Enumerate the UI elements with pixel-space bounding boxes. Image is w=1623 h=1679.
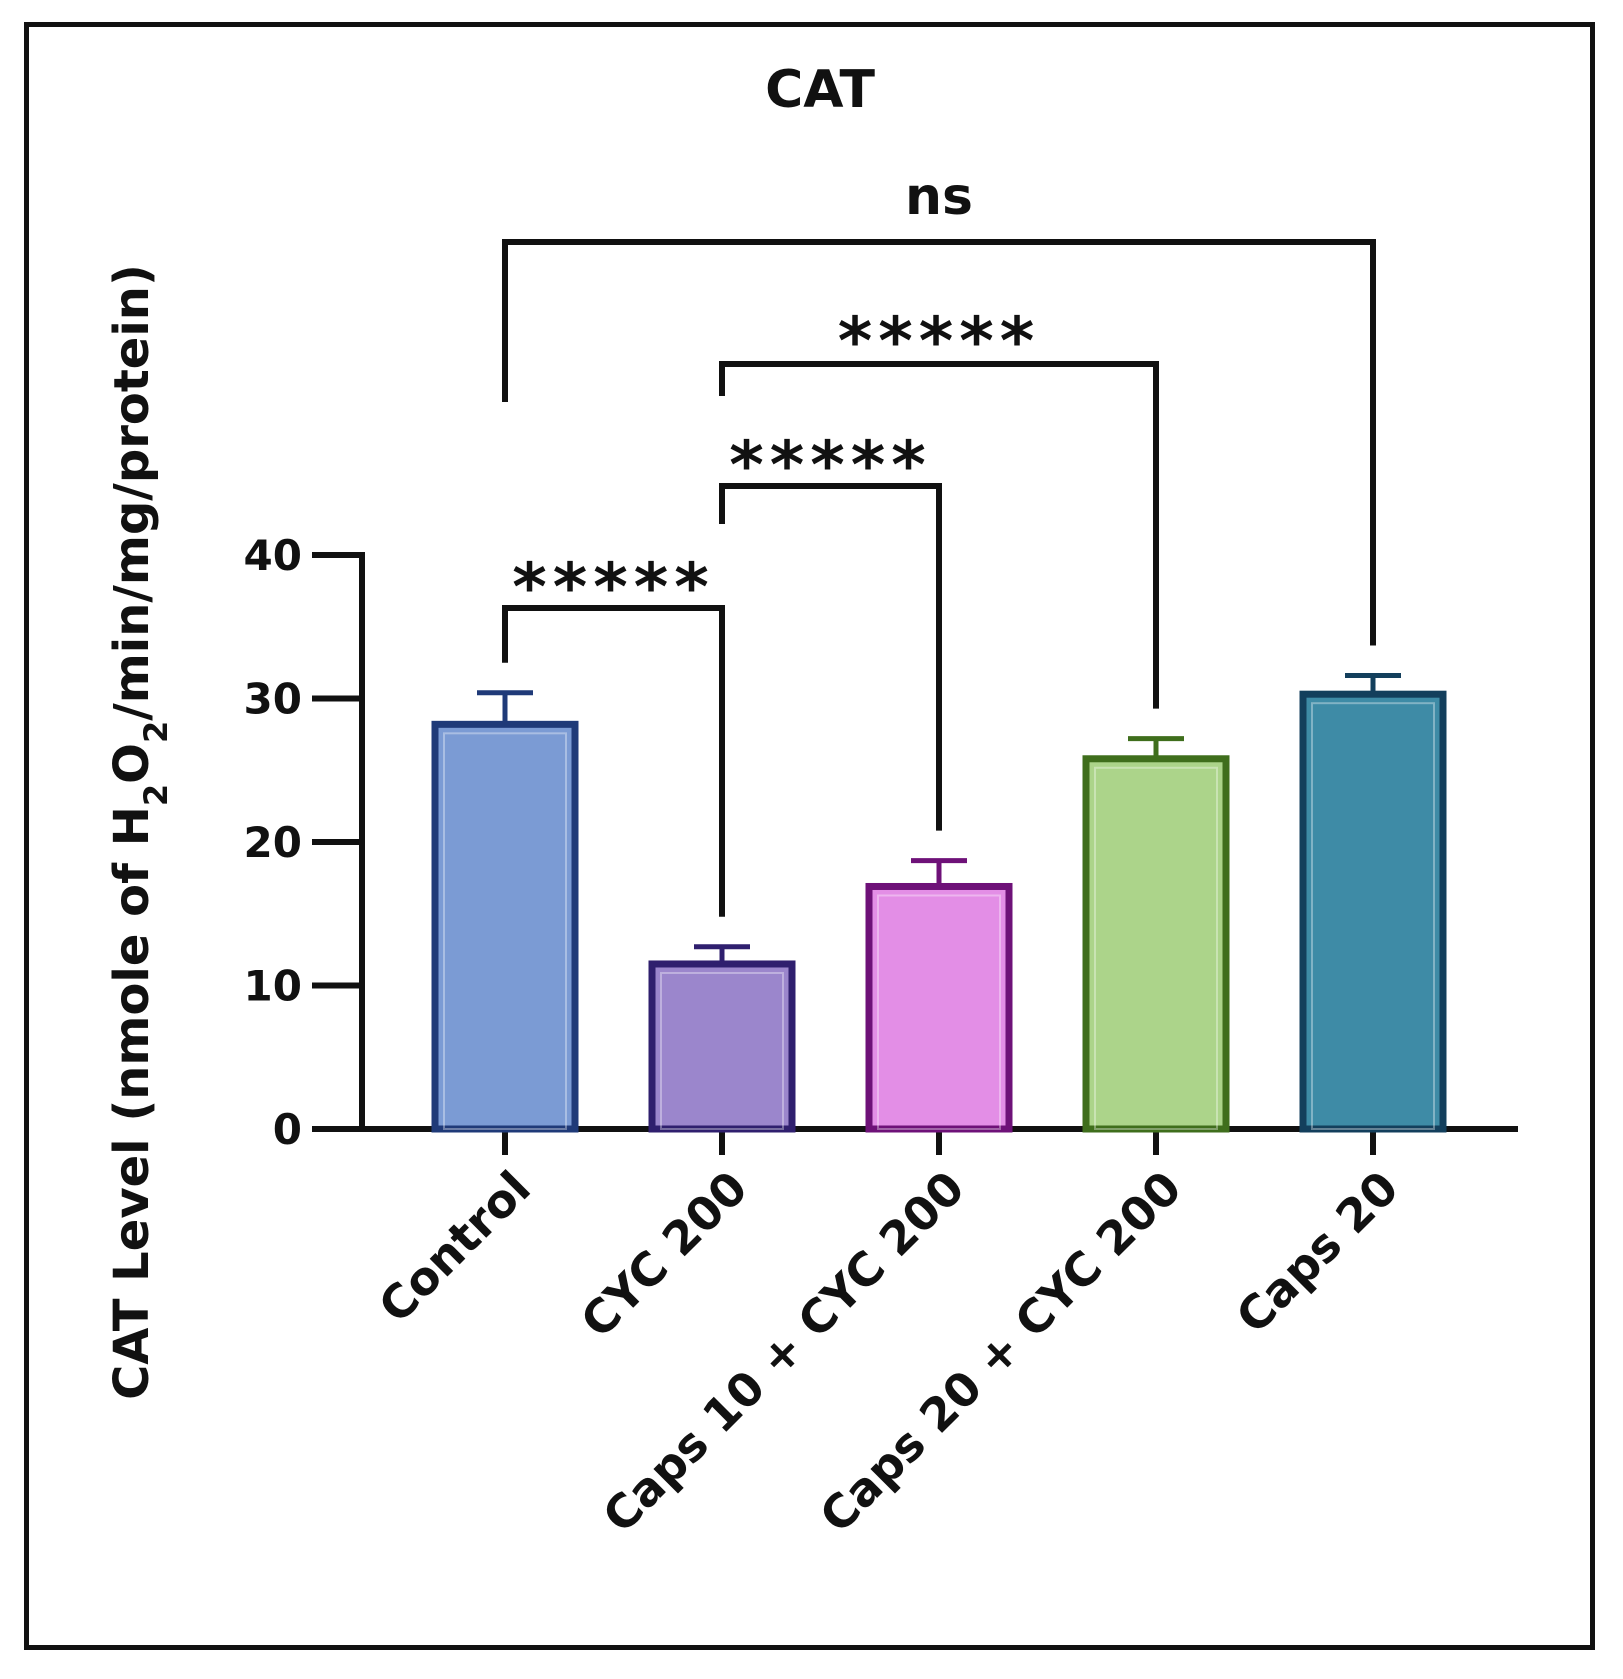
y-axis-label: CAT Level (nmole of H2O2/min/mg/protein): [104, 264, 175, 1400]
bar: [1299, 690, 1447, 1133]
significance-brackets: ***************ns: [502, 167, 1376, 917]
significance-bracket: [719, 361, 1159, 709]
significance-label: *****: [512, 549, 715, 626]
x-tick-label: CYC 200: [570, 1161, 758, 1349]
x-tick-label: Caps 20: [1226, 1161, 1409, 1344]
bar-highlight: [1311, 702, 1435, 1130]
significance-label: *****: [729, 427, 932, 504]
chart-title: CAT: [765, 60, 875, 120]
y-axis-label-mid: O: [104, 743, 160, 784]
x-tick-label: Control: [368, 1161, 541, 1334]
bar: [431, 720, 579, 1133]
y-axis-label-suffix: /min/mg/protein): [104, 264, 160, 721]
significance-label: *****: [838, 303, 1041, 380]
bar-highlight: [443, 732, 567, 1131]
y-tick-label: 0: [273, 1105, 302, 1154]
bar: [865, 882, 1013, 1133]
y-axis-label-sub2: 2: [137, 721, 175, 743]
significance-bracket: [502, 239, 1376, 646]
bar: [1082, 755, 1230, 1133]
x-tick-label: Caps 10 + CYC 200: [592, 1161, 975, 1544]
y-axis-label-sub1: 2: [137, 784, 175, 806]
bar: [648, 960, 796, 1133]
bar-highlight: [660, 971, 784, 1130]
significance-label: ns: [905, 167, 973, 227]
bar-highlight: [1094, 766, 1218, 1131]
significance-bracket: [719, 483, 942, 831]
y-tick-label: 40: [244, 531, 302, 580]
bars: [431, 673, 1447, 1133]
y-axis-label-prefix: CAT Level (nmole of H: [104, 806, 160, 1400]
y-tick-label: 10: [244, 962, 302, 1011]
bar-highlight: [877, 894, 1001, 1130]
significance-bracket: [502, 605, 725, 917]
y-tick-label: 30: [244, 675, 302, 724]
y-tick-label: 20: [244, 818, 302, 867]
x-tick-label: Caps 20 + CYC 200: [809, 1161, 1192, 1544]
